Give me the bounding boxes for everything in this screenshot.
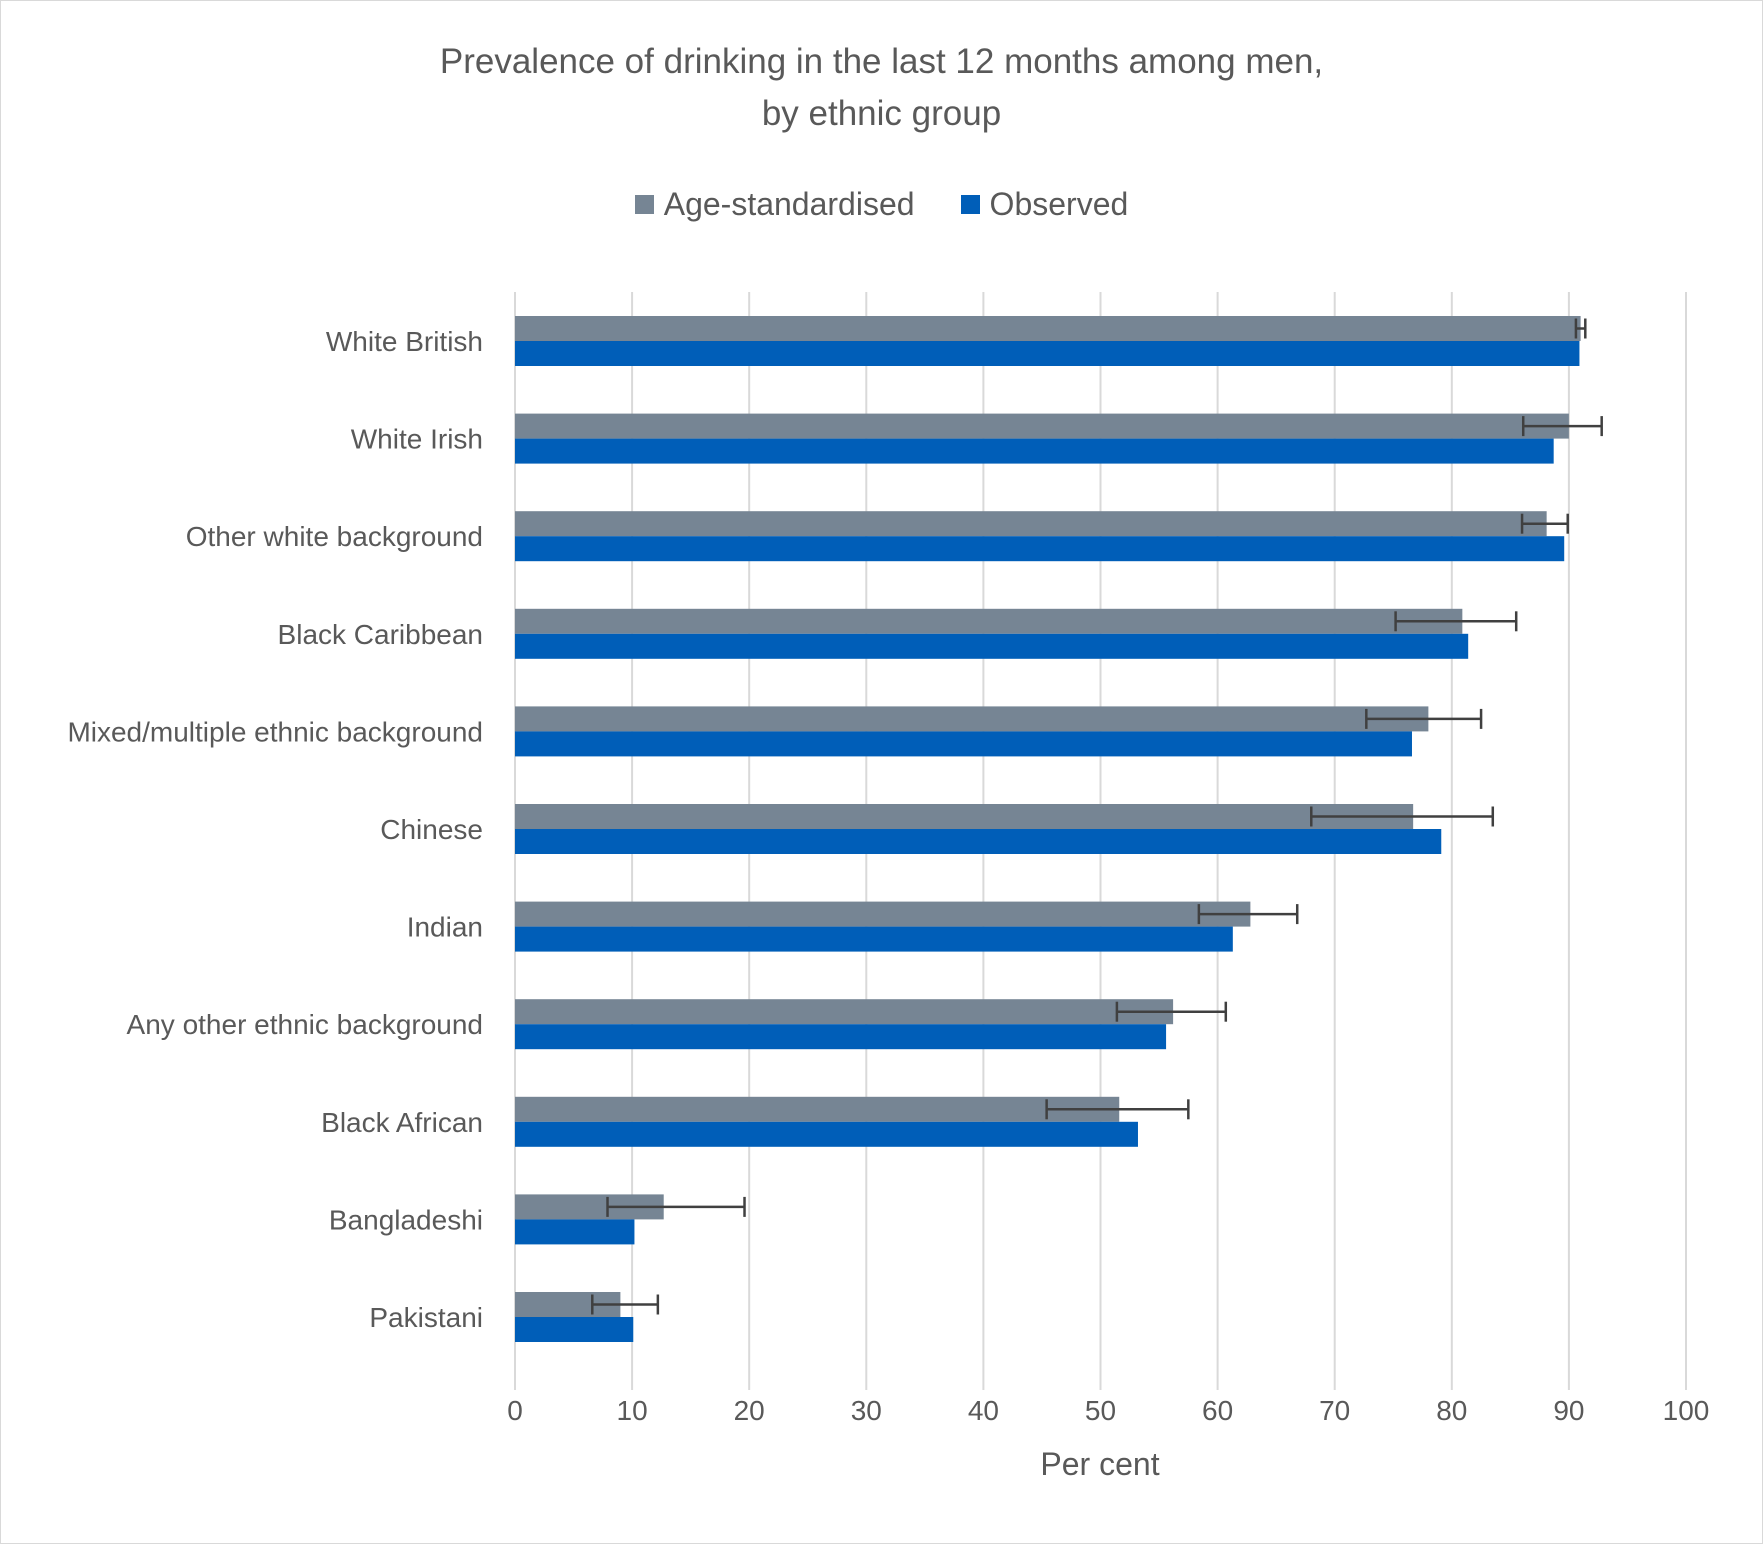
category-label: Mixed/multiple ethnic background: [67, 716, 483, 747]
legend-item-observed: Observed: [960, 186, 1129, 223]
bar-age-standardised: [515, 706, 1429, 732]
chart-legend: Age-standardised Observed: [0, 186, 1763, 223]
x-tick-label: 80: [1436, 1395, 1467, 1426]
bar-age-standardised: [515, 511, 1547, 537]
legend-swatch-age-standardised: [634, 195, 654, 214]
x-tick-label: 60: [1202, 1395, 1233, 1426]
x-tick-label: 90: [1553, 1395, 1584, 1426]
category-label: Black Caribbean: [278, 619, 483, 650]
bar-observed: [515, 926, 1233, 952]
x-tick-label: 0: [507, 1395, 523, 1426]
chart-title: Prevalence of drinking in the last 12 mo…: [0, 36, 1763, 140]
x-tick-label: 70: [1319, 1395, 1350, 1426]
bar-observed: [515, 1121, 1138, 1147]
category-label: Other white background: [186, 521, 483, 552]
bar-observed: [515, 633, 1469, 659]
category-label: Black African: [321, 1107, 483, 1138]
category-label: Indian: [407, 912, 483, 943]
bar-age-standardised: [515, 901, 1251, 927]
bar-observed: [515, 341, 1580, 366]
bar-observed: [515, 731, 1412, 757]
bar-age-standardised: [515, 608, 1463, 634]
bar-observed: [515, 438, 1554, 464]
x-tick-label: 50: [1085, 1395, 1116, 1426]
bar-observed: [515, 1024, 1167, 1050]
bar-observed: [515, 1317, 634, 1342]
bar-age-standardised: [515, 1096, 1120, 1122]
chart-title-line-2: by ethnic group: [761, 94, 1002, 133]
x-axis-label: Per cent: [1040, 1446, 1159, 1482]
category-label: Pakistani: [369, 1302, 483, 1333]
category-label: Any other ethnic background: [127, 1009, 483, 1040]
category-label: Bangladeshi: [329, 1204, 483, 1235]
bar-age-standardised: [515, 999, 1174, 1025]
category-labels: White British White Irish Other white back…: [67, 326, 483, 1333]
legend-item-age-standardised: Age-standardised: [634, 186, 915, 223]
category-label: White British: [326, 326, 483, 357]
bars: [515, 316, 1581, 1342]
bar-observed: [515, 829, 1442, 854]
x-tick-label: 40: [968, 1395, 999, 1426]
x-tick-labels: 0 10 20 30 40 50 60 70 80 90 100: [507, 1395, 1709, 1426]
x-tick-label: 30: [851, 1395, 882, 1426]
category-label: White Irish: [351, 424, 483, 455]
error-bars: [591, 318, 1603, 1315]
bar-age-standardised: [515, 316, 1581, 341]
legend-swatch-observed: [960, 195, 980, 214]
legend-label-observed: Observed: [989, 186, 1129, 222]
bar-observed: [515, 1219, 635, 1245]
bar-age-standardised: [515, 413, 1569, 439]
x-tick-label: 100: [1663, 1395, 1710, 1426]
x-tick-label: 20: [734, 1395, 765, 1426]
legend-label-age-standardised: Age-standardised: [663, 186, 915, 222]
x-tick-label: 10: [617, 1395, 648, 1426]
category-label: Chinese: [380, 814, 483, 845]
bar-observed: [515, 536, 1565, 562]
bar-age-standardised: [515, 804, 1414, 829]
chart-title-line-1: Prevalence of drinking in the last 12 mo…: [439, 42, 1324, 81]
